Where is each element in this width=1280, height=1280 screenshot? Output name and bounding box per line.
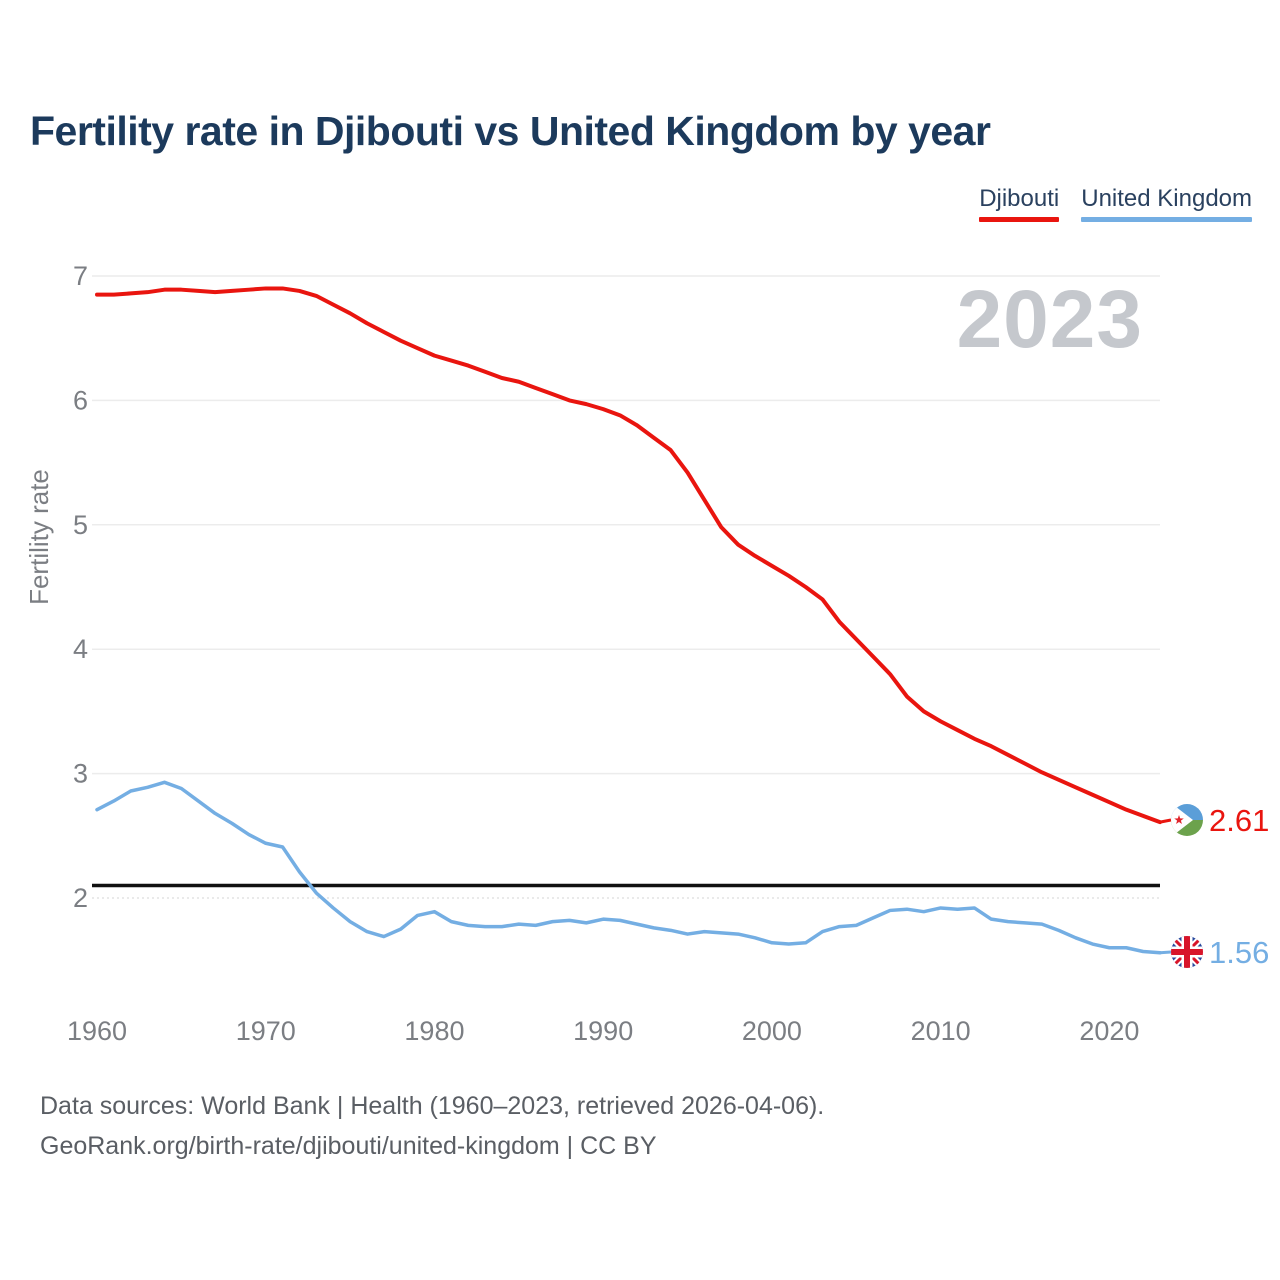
series-lines: [95, 286, 1172, 955]
line-djibouti: [95, 286, 1162, 825]
djibouti-end-value: 2.61: [1209, 803, 1269, 838]
x-tick-2000: 2000: [742, 1016, 802, 1046]
page-title: Fertility rate in Djibouti vs United Kin…: [30, 108, 991, 154]
legend-underline-djibouti: [979, 217, 1060, 222]
x-tick-2010: 2010: [911, 1016, 971, 1046]
uk-end-value: 1.56: [1209, 935, 1269, 970]
djibouti-flag-icon: [1171, 804, 1203, 836]
x-axis-ticks: 1960 1970 1980 1990 2000 2010 2020: [67, 1016, 1139, 1046]
x-tick-1960: 1960: [67, 1016, 127, 1046]
line-uk: [95, 780, 1162, 955]
y-tick-2: 2: [73, 883, 88, 913]
legend-underline-united-kingdom: [1081, 217, 1252, 222]
y-tick-3: 3: [73, 759, 88, 789]
y-tick-7: 7: [73, 261, 88, 291]
y-axis-label: Fertility rate: [24, 469, 54, 605]
y-tick-4: 4: [73, 634, 88, 664]
footer-data-sources: Data sources: World Bank | Health (1960–…: [40, 1092, 825, 1120]
legend-label-djibouti[interactable]: Djibouti: [979, 185, 1060, 212]
x-tick-1980: 1980: [404, 1016, 464, 1046]
x-tick-1990: 1990: [573, 1016, 633, 1046]
x-tick-1970: 1970: [236, 1016, 296, 1046]
uk-flag-icon: [1171, 936, 1203, 968]
legend-item-djibouti[interactable]: Djibouti: [979, 185, 1060, 222]
legend-label-united-kingdom[interactable]: United Kingdom: [1081, 185, 1252, 212]
x-tick-2020: 2020: [1079, 1016, 1139, 1046]
footer: Data sources: World Bank | Health (1960–…: [40, 1086, 824, 1166]
y-tick-5: 5: [73, 510, 88, 540]
footer-url: GeoRank.org/birth-rate/djibouti/united-k…: [40, 1132, 657, 1160]
y-axis-ticks: 2 3 4 5 6 7: [73, 261, 88, 913]
legend-item-united-kingdom[interactable]: United Kingdom: [1081, 185, 1252, 222]
line-end-connector: [1159, 950, 1172, 955]
gridlines: [92, 275, 1160, 899]
y-tick-6: 6: [73, 385, 88, 415]
legend: Djibouti United Kingdom: [979, 185, 1252, 222]
line-end-connector: [1159, 818, 1172, 824]
watermark-year: 2023: [957, 274, 1143, 365]
